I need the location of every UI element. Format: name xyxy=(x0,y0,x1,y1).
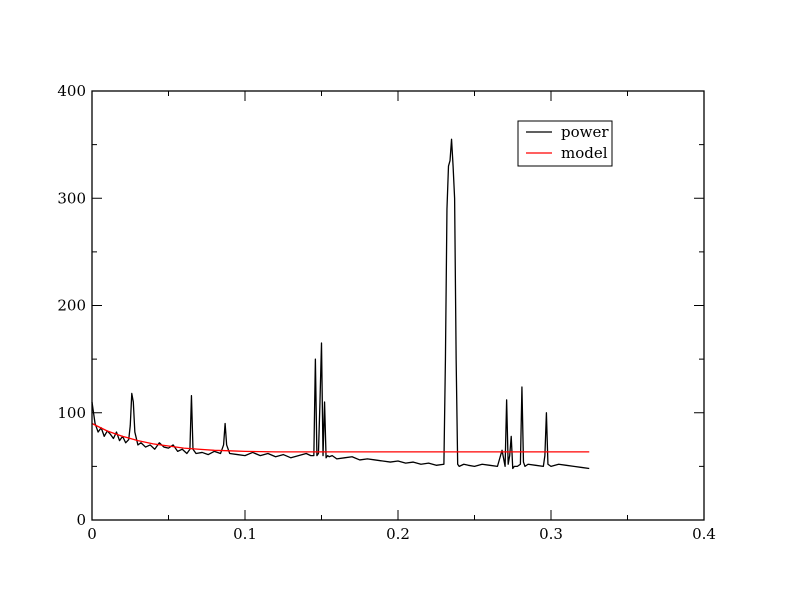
x-tick-label: 0.4 xyxy=(692,525,716,543)
y-tick-label: 400 xyxy=(57,82,86,100)
plot-series xyxy=(91,138,590,470)
x-tick-label: 0.2 xyxy=(386,525,410,543)
x-tick-label: 0.3 xyxy=(539,525,563,543)
plot-frame xyxy=(91,90,705,521)
legend-box xyxy=(517,120,613,167)
legend-label-power: power xyxy=(561,123,609,141)
legend: power model xyxy=(517,120,613,167)
series-line-model xyxy=(91,422,590,453)
y-tick-label: 200 xyxy=(57,297,86,315)
tick-labels: 0 0.1 0.2 0.3 0.4 0 100 200 300 400 xyxy=(57,82,716,543)
y-tick-label: 0 xyxy=(76,511,86,529)
y-tick-label: 100 xyxy=(57,404,86,422)
y-tick-label: 300 xyxy=(57,189,86,207)
x-tick-label: 0.1 xyxy=(233,525,257,543)
x-tick-label: 0 xyxy=(87,525,97,543)
legend-label-model: model xyxy=(561,144,608,162)
